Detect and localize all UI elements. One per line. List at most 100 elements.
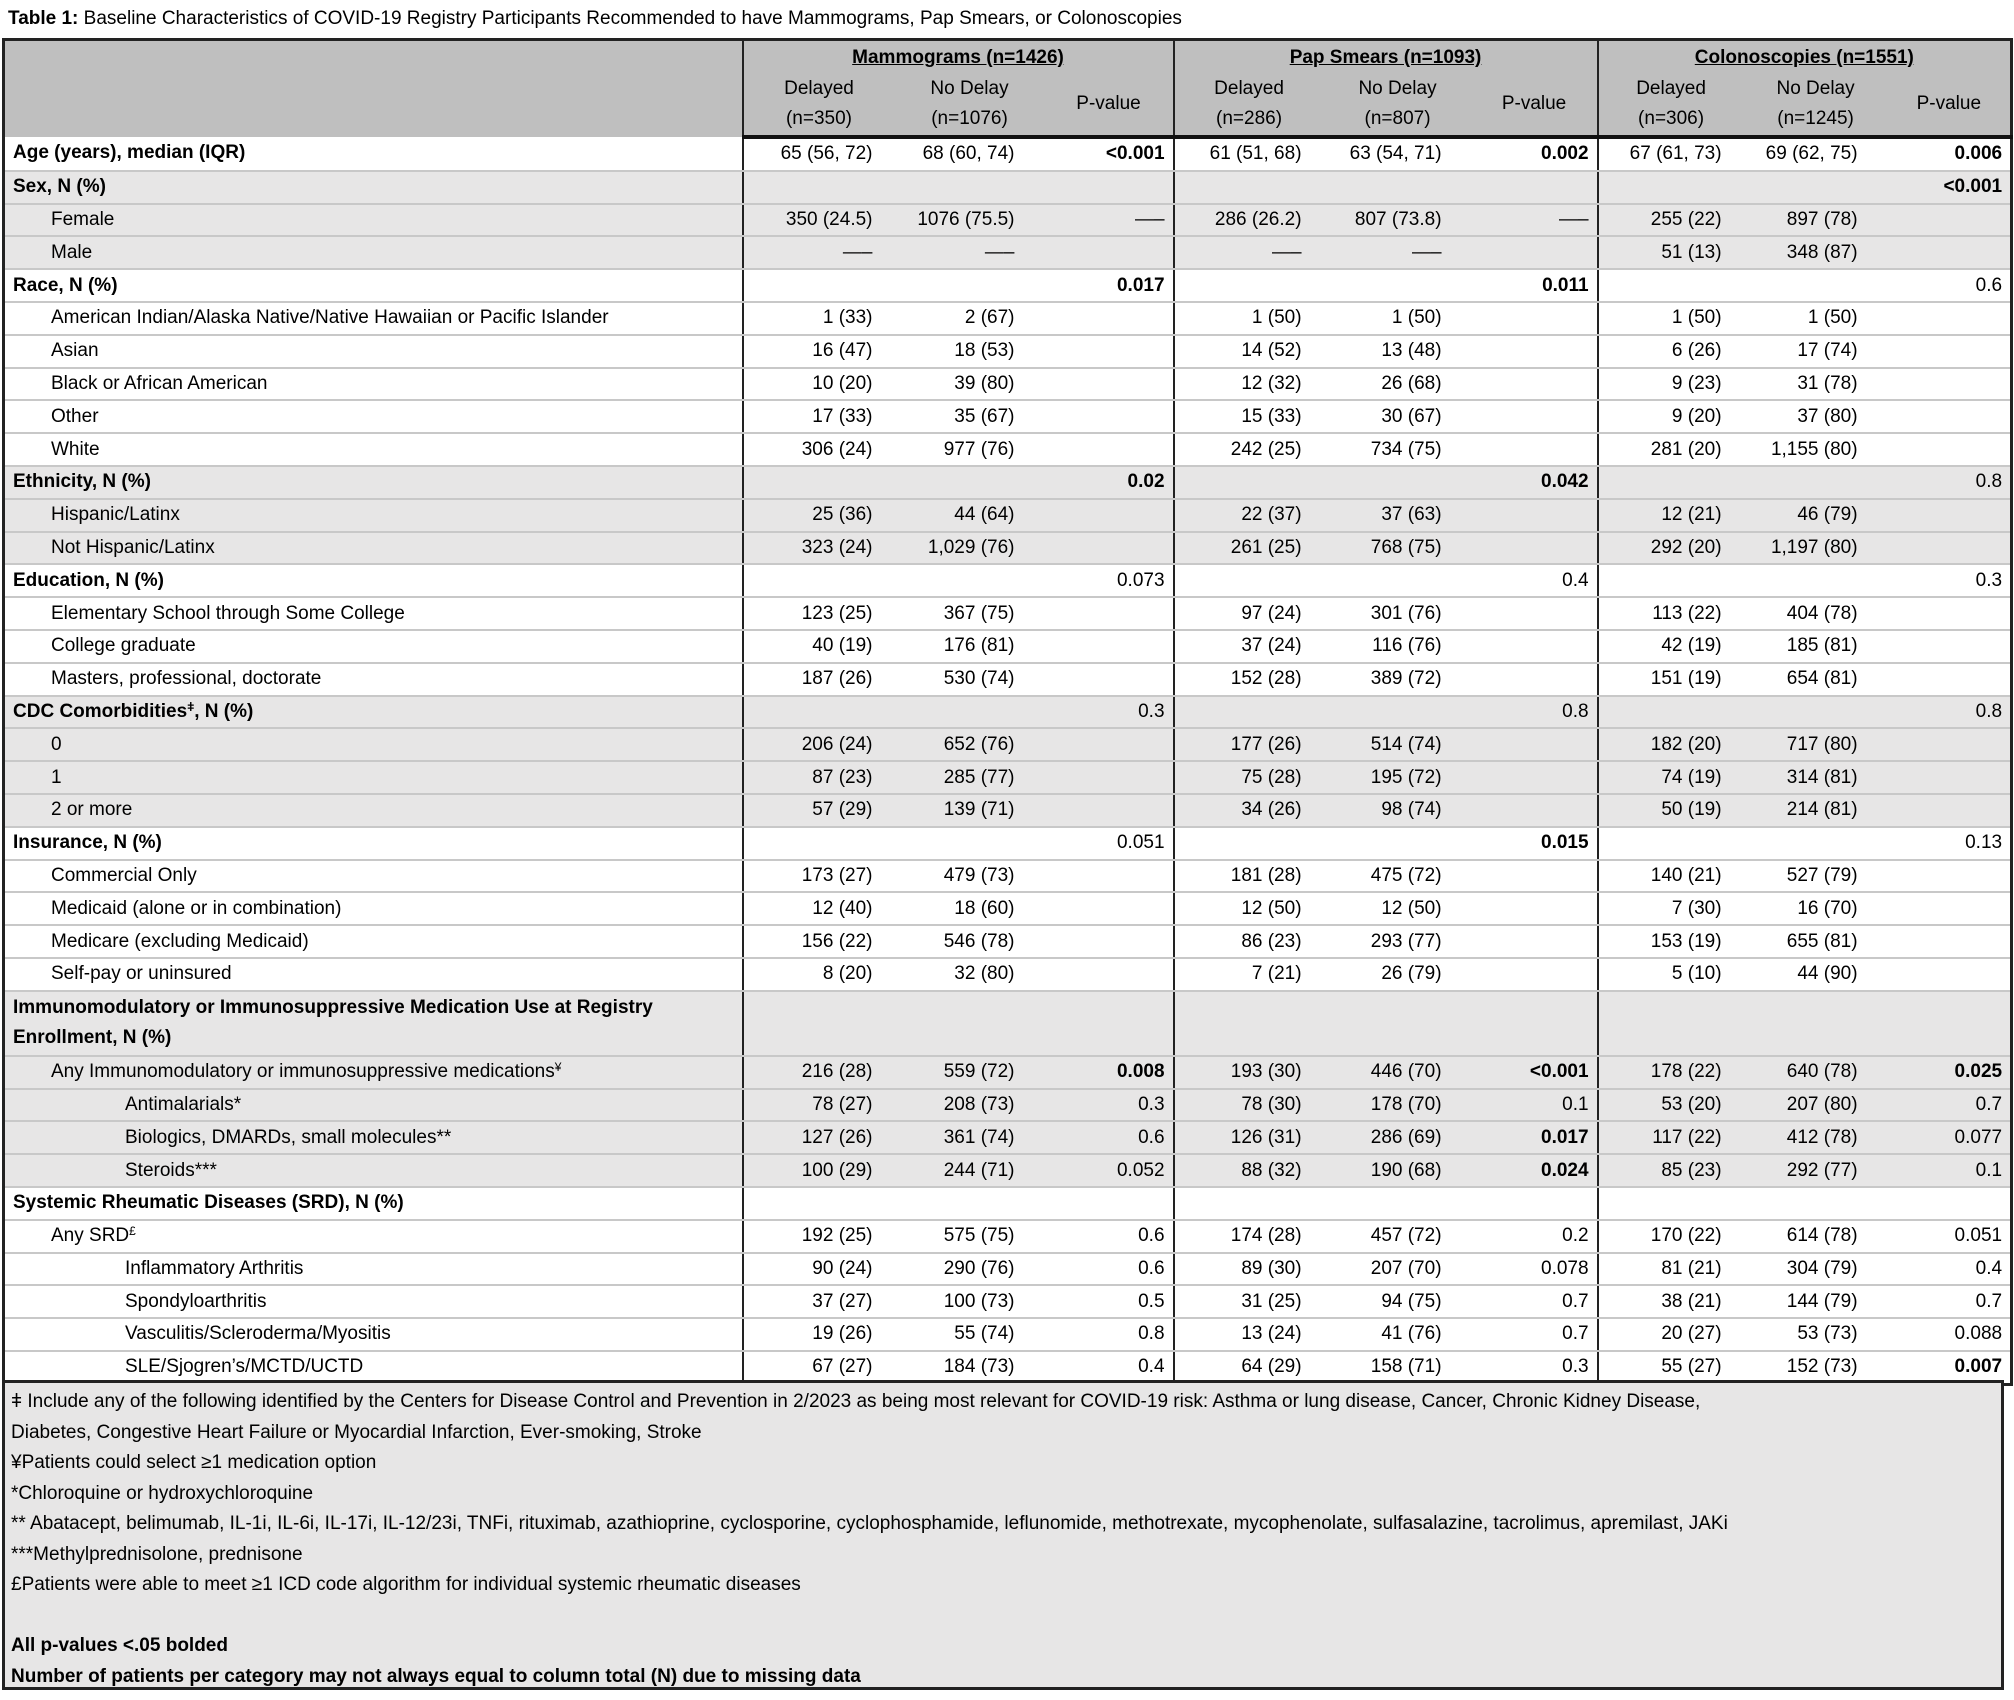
row-label-text: 2 or more (51, 799, 133, 821)
row-label-text: Age (years), median (IQR) (13, 142, 246, 164)
colonoscopies-delayed-cell (1596, 695, 1744, 730)
colonoscopies-p-value-cell: 0.1 (1887, 1154, 2012, 1188)
mammograms-p-value-cell: 0.8 (1044, 1318, 1174, 1352)
mammograms-delayed-cell: 12 (40) (741, 892, 895, 927)
colonoscopies-no-delay-cell (1743, 465, 1888, 500)
mammograms-p-value-cell (1044, 761, 1174, 795)
pap-smears-delayed-cell (1172, 564, 1324, 599)
pap-smears-p-value-cell: 0.2 (1471, 1219, 1598, 1254)
mammograms-p-value-cell (1044, 531, 1174, 566)
mammograms-no-delay-cell (894, 695, 1045, 730)
colonoscopies-p-value-cell (1887, 531, 2012, 566)
mammograms-delayed-cell (741, 465, 895, 500)
pap-smears-p-value-cell: 0.024 (1471, 1154, 1598, 1188)
row-label-text: Not Hispanic/Latinx (51, 536, 215, 558)
table-row: Antimalarials* 78 (27) 208 (73) 0.3 78 (30) 1… (3, 1088, 2012, 1123)
row-label: Elementary School through Some College (3, 597, 743, 631)
header-line: (n=807) (1364, 108, 1431, 129)
pap-smears-no-delay-cell (1323, 269, 1472, 303)
mammograms-p-value-cell (1044, 990, 1174, 1057)
colonoscopies-no-delay-cell: 412 (78) (1743, 1121, 1888, 1156)
mammograms-no-delay-cell: 55 (74) (894, 1318, 1045, 1352)
table-row: Male —– —– —– —– 51 (13) 348 (87) (3, 236, 2012, 271)
table-row: 0 206 (24) 652 (76) 177 (26) 514 (74) 182 (20… (3, 728, 2012, 763)
table-row: Commercial Only 173 (27) 479 (73) 181 (28) 4… (3, 859, 2012, 894)
pap-smears-p-value-cell (1471, 236, 1598, 271)
row-label-text: Black or African American (51, 372, 268, 394)
pap-smears-p-value-cell: 0.011 (1471, 269, 1598, 303)
colonoscopies-p-value-cell (1887, 859, 2012, 894)
mammograms-delayed-cell (741, 170, 895, 205)
colonoscopies-delayed-cell: 81 (21) (1596, 1252, 1744, 1287)
header-line: (n=306) (1638, 108, 1705, 129)
mammograms-delayed-cell: 87 (23) (741, 761, 895, 795)
row-label: Sex, N (%) (3, 170, 743, 205)
mammograms-delayed-cell (741, 826, 895, 861)
mammograms-no-delay-cell: 367 (75) (894, 597, 1045, 631)
mammograms-no-delay-cell: 139 (71) (894, 793, 1045, 828)
pap-smears-delayed-cell: 177 (26) (1172, 728, 1324, 763)
colonoscopies-p-value-cell (1887, 334, 2012, 369)
row-label: Black or African American (3, 367, 743, 402)
footnote-line: £Patients were able to meet ≥1 ICD code … (11, 1574, 801, 1595)
row-label: Ethnicity, N (%) (3, 465, 743, 500)
row-label: Education, N (%) (3, 564, 743, 599)
colonoscopies-p-value-cell: 0.3 (1887, 564, 2012, 599)
row-label: Any SRD£ (3, 1219, 743, 1254)
table-row: Steroids*** 100 (29) 244 (71) 0.052 88 (32) 1… (3, 1154, 2012, 1188)
pap-smears-no-delay-cell (1323, 170, 1472, 205)
row-label: Medicare (excluding Medicaid) (3, 925, 743, 959)
mammograms-delayed-cell: 65 (56, 72) (741, 137, 895, 172)
row-label-text: Vasculitis/Scleroderma/Myositis (125, 1323, 391, 1345)
colonoscopies-p-value-cell: <0.001 (1887, 170, 2012, 205)
row-label-header (3, 39, 743, 137)
mammograms-delayed-cell: 8 (20) (741, 957, 895, 992)
table-row: College graduate 40 (19) 176 (81) 37 (24) 11… (3, 629, 2012, 664)
pap-smears-p-value-cell: 0.042 (1471, 465, 1598, 500)
colonoscopies-delayed-cell: 55 (27) (1596, 1350, 1744, 1386)
pap-smears-p-value-cell (1471, 629, 1598, 664)
mammograms-no-delay-cell (894, 465, 1045, 500)
pap-smears-p-value-cell: 0.015 (1471, 826, 1598, 861)
row-label-text: White (51, 438, 100, 460)
table-row: 2 or more 57 (29) 139 (71) 34 (26) 98 (74) 50… (3, 793, 2012, 828)
mammograms-p-value-cell (1044, 662, 1174, 697)
pap-smears-no-delay-cell: 98 (74) (1323, 793, 1472, 828)
table-row: Self-pay or uninsured 8 (20) 32 (80) 7 (21)… (3, 957, 2012, 992)
pap-smears-no-delay-cell (1323, 1186, 1472, 1221)
table-number: Table 1: (8, 8, 79, 29)
row-label-text: Any Immunomodulatory or immunosuppressiv… (51, 1061, 555, 1083)
colonoscopies-no-delay-cell (1743, 564, 1888, 599)
colonoscopies-no-delay-cell: 1,197 (80) (1743, 531, 1888, 566)
pap-smears-no-delay-cell: —– (1323, 236, 1472, 271)
pap-smears-no-delay-cell: 190 (68) (1323, 1154, 1472, 1188)
colonoscopies-delayed-cell: 74 (19) (1596, 761, 1744, 795)
colonoscopies-no-delay-cell: 717 (80) (1743, 728, 1888, 763)
colonoscopies-p-value-header: P-value (1887, 73, 2012, 139)
pap-smears-delayed-cell: 13 (24) (1172, 1318, 1324, 1352)
colonoscopies-no-delay-cell: 404 (78) (1743, 597, 1888, 631)
colonoscopies-no-delay-cell: 348 (87) (1743, 236, 1888, 271)
pap-smears-delayed-cell: 86 (23) (1172, 925, 1324, 959)
pap-smears-p-value-cell (1471, 728, 1598, 763)
header-line: (n=1076) (931, 108, 1008, 129)
mammograms-delayed-cell (741, 269, 895, 303)
pap-smears-no-delay-cell: 293 (77) (1323, 925, 1472, 959)
colonoscopies-no-delay-cell: 304 (79) (1743, 1252, 1888, 1287)
mammograms-p-value-cell (1044, 629, 1174, 664)
footnote-line: ***Methylprednisolone, prednisone (11, 1543, 303, 1565)
mammograms-p-value-cell: 0.017 (1044, 269, 1174, 303)
header-line: Delayed (784, 78, 854, 99)
mammograms-no-delay-cell (894, 269, 1045, 303)
mammograms-p-value-cell (1044, 433, 1174, 467)
colonoscopies-no-delay-cell (1743, 826, 1888, 861)
footnote-line: ¥Patients could select ≥1 medication opt… (11, 1452, 377, 1473)
pap-smears-delayed-cell (1172, 826, 1324, 861)
pap-smears-delayed-cell: 181 (28) (1172, 859, 1324, 894)
pap-smears-no-delay-cell: 1 (50) (1323, 301, 1472, 336)
row-label: Immunomodulatory or Immunosuppressive Me… (3, 990, 743, 1057)
pap-smears-p-value-cell: 0.7 (1471, 1318, 1598, 1352)
row-label: College graduate (3, 629, 743, 664)
table-row: Systemic Rheumatic Diseases (SRD), N (%) (3, 1186, 2012, 1221)
colonoscopies-no-delay-cell: 152 (73) (1743, 1350, 1888, 1386)
